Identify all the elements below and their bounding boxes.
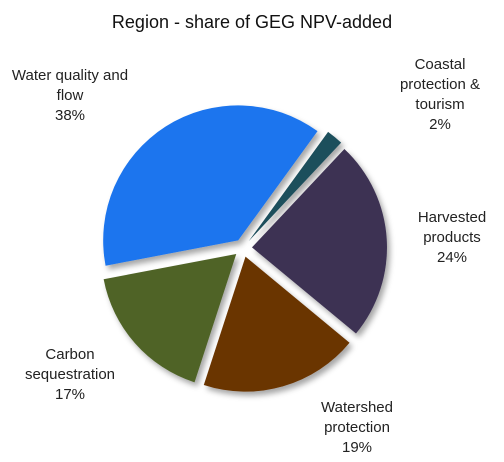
value-label: 17% [54,386,86,403]
category-label: Carbon sequestration [24,346,116,383]
pie-slice [103,253,237,383]
slice-label: Watershed protection 19% [302,398,412,458]
value-label: 2% [429,116,451,133]
pie-slice [103,105,318,266]
category-label: Harvested products [417,209,487,246]
slice-label: Water quality and flow 38% [10,66,130,126]
chart-title: Region - share of GEG NPV-added [111,12,393,32]
category-label: Coastal protection & tourism [399,56,481,113]
value-label: 19% [341,439,373,456]
pie-slice [251,149,387,334]
value-label: 38% [54,107,86,124]
pie-slice [203,256,350,392]
category-label: Water quality and flow [11,67,129,104]
value-label: 24% [436,249,468,266]
pie-slice [248,131,342,242]
slice-label: Coastal protection & tourism 2% [385,55,495,135]
slice-label: Carbon sequestration 17% [10,345,130,405]
category-label: Watershed protection [321,399,393,436]
slice-label: Harvested products 24% [402,208,502,268]
